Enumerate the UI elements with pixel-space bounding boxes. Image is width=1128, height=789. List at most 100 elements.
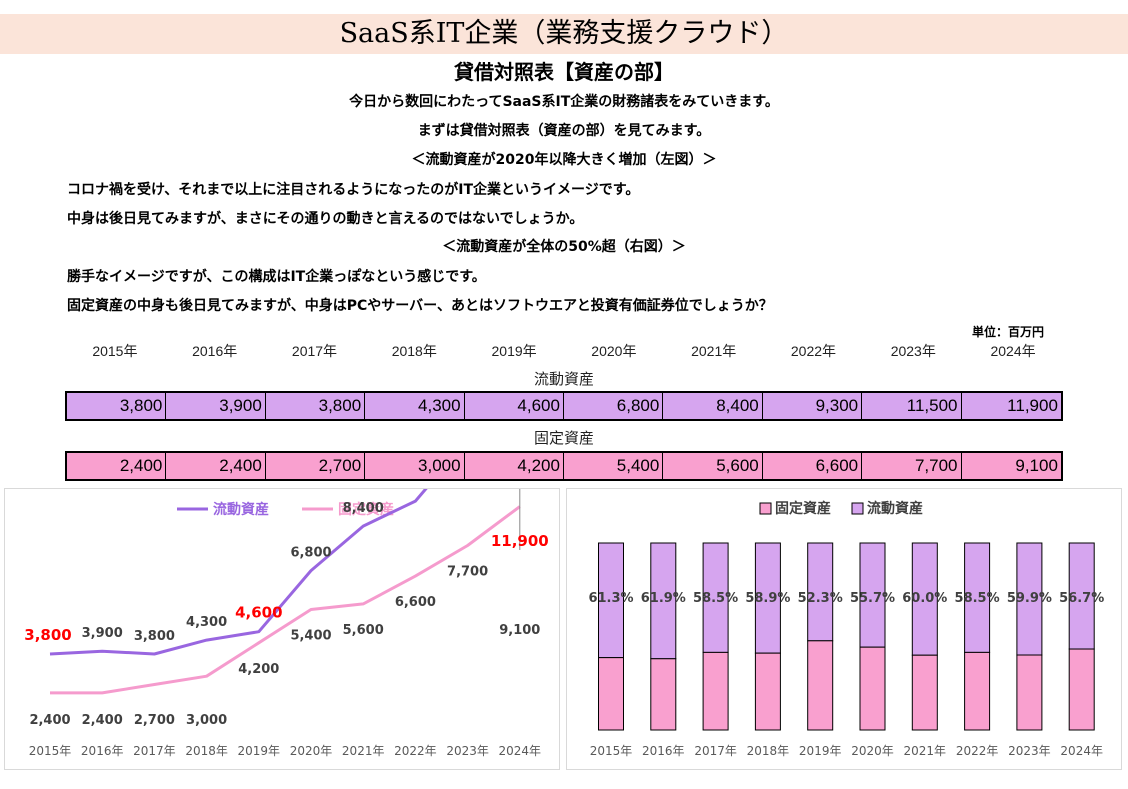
x-tick-label: 2018年 [747,744,790,758]
data-label: 4,600 [235,604,282,622]
data-label: 2,400 [82,713,123,728]
legend-label: 流動資産 [213,501,269,518]
table-cell: 3,000 [365,453,465,479]
data-label: 4,200 [238,662,279,677]
x-tick-label: 2015年 [590,744,633,758]
data-label: 3,900 [82,626,123,641]
year-header: 2023年 [890,343,936,359]
bar-segment-fixed-assets [1068,648,1095,731]
table-cell: 2,400 [67,453,167,479]
table-cell: 5,400 [564,453,664,479]
stacked-bar-chart: 固定資産 流動資産 61.3% 2015年 61.9% 2016年 58.5% 2017年 58… [588,500,1104,758]
bar-segment-current-assets [911,542,938,656]
data-label: 59.9% [1007,591,1052,606]
table-cell: 3,900 [166,393,266,419]
intro-line-1: 今日から数回にわたってSaaS系IT企業の財務諸表をみていきます。 [349,94,779,110]
table-cell: 11,900 [1007,396,1058,415]
x-tick-label: 2023年 [446,744,489,758]
year-header: 2020年 [591,343,637,359]
table-cell: 2,700 [266,453,366,479]
x-tick-label: 2022年 [956,744,999,758]
data-label: 58.5% [693,591,738,606]
year-header: 2022年 [790,343,837,359]
bar-segment-fixed-assets [754,652,781,731]
data-label: 2,700 [134,713,175,728]
data-label: 58.9% [745,591,790,606]
intro-line-2: まずは貸借対照表（資産の部）を見てみます。 [417,123,711,139]
bar-segment-current-assets [859,542,886,648]
stacked-bar-chart-panel: 固定資産 流動資産 61.3% 2015年 61.9% 2016年 58.5% 2017年 58… [566,488,1122,770]
x-tick-label: 2021年 [342,744,385,758]
legend-label: 固定資産 [775,500,831,517]
table-cell: 4,200 [465,453,564,479]
data-label: 5,400 [290,628,331,643]
table-cell: 6,600 [763,453,863,479]
paragraph-2-line-1: 勝手なイメージですが、この構成はIT企業っぽなという感じです。 [67,269,486,285]
data-label: 7,700 [447,565,488,580]
table-year-header: 2015年 2016年 2017年 2018年 2019年 2020年 2021… [65,341,1063,361]
x-tick-label: 2021年 [904,744,947,758]
heading-ratio: ＜流動資産が全体の50%超（右図）＞ [442,239,686,255]
bar-segment-fixed-assets [964,651,991,731]
x-tick-label: 2018年 [185,744,228,758]
data-label: 55.7% [850,591,895,606]
bar-segment-current-assets [964,542,991,653]
data-label: 6,600 [395,595,436,610]
table-cell: 9,300 [763,393,863,419]
table-cell: 11,500 [862,393,962,419]
bar-segment-fixed-assets [702,651,729,731]
current-assets-row: 3,800 3,900 3,800 4,300 4,600 6,800 8,40… [65,391,1063,421]
x-tick-label: 2020年 [851,744,894,758]
paragraph-1-line-2: 中身は後日見てみますが、まさにその通りの動きと言えるのではないでしょうか。 [67,211,584,227]
legend-label: 固定資産 [338,501,394,518]
bar-segment-fixed-assets [598,657,624,731]
bar-segment-fixed-assets [859,646,886,731]
year-header: 2016年 [192,343,238,359]
x-tick-label: 2022年 [394,744,437,758]
year-header: 2018年 [391,343,437,359]
data-label: 2,400 [29,713,70,728]
heading-current-assets: ＜流動資産が2020年以降大きく増加（左図）＞ [411,152,717,168]
data-label: 5,600 [343,623,384,638]
x-tick-label: 2017年 [694,744,737,758]
bar-segment-current-assets [807,542,834,642]
table-cell: 3,800 [266,393,366,419]
table-cell: 5,600 [663,453,763,479]
line-chart-panel: 流動資産 固定資産 3,800 3,900 3,800 4,300 4,600 6,800 8,… [4,488,560,770]
x-tick-label: 2019年 [238,744,281,758]
table-cell: 6,800 [564,393,664,419]
x-tick-label: 2019年 [799,744,842,758]
line-chart: 流動資産 固定資産 3,800 3,900 3,800 4,300 4,600 6,800 8,… [24,489,549,758]
series-line [49,489,428,656]
legend-label: 流動資産 [867,500,923,517]
data-label: 11,900 [491,532,549,550]
bar-segment-current-assets [1068,542,1095,650]
table-cell: 2,400 [166,453,266,479]
page-title: SaaS系IT企業（業務支援クラウド） [0,14,1128,54]
table-cell: 8,400 [663,393,763,419]
bar-segment-current-assets [702,542,729,653]
data-label: 3,800 [134,629,175,644]
fixed-assets-row-label: 固定資産 [533,429,594,447]
fixed-assets-row: 2,400 2,400 2,700 3,000 4,200 5,400 5,60… [65,451,1063,481]
data-label: 61.3% [588,591,633,606]
legend-swatch [851,502,864,515]
data-label: 6,800 [290,546,331,561]
data-label: 52.3% [798,591,843,606]
series-line [50,505,521,695]
bar-segment-fixed-assets [807,640,834,731]
year-header: 2021年 [691,343,737,359]
table-cell: 4,300 [365,393,465,419]
table-cell: 3,800 [67,393,167,419]
table-cell: 7,700 [862,453,962,479]
page-subtitle: 貸借対照表【資産の部】 [454,60,674,84]
data-label: 60.0% [902,591,947,606]
x-tick-label: 2015年 [29,744,72,758]
data-label: 56.7% [1059,591,1104,606]
year-header: 2017年 [291,343,338,359]
x-tick-label: 2023年 [1008,744,1051,758]
year-header: 2019年 [491,343,537,359]
paragraph-1-line-1: コロナ禍を受け、それまで以上に注目されるようになったのがIT企業というイメージで… [67,182,640,198]
data-label: 3,800 [24,626,71,644]
bar-segment-fixed-assets [1016,654,1043,731]
